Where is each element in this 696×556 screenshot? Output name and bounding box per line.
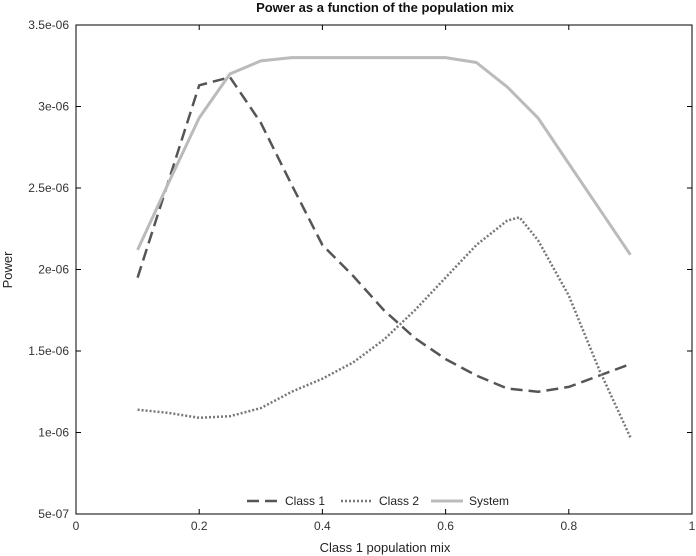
- y-tick-label: 1.5e-06: [28, 344, 69, 358]
- series-lines: [136, 56, 632, 438]
- chart-title: Power as a function of the population mi…: [256, 0, 515, 15]
- y-tick-label: 2.5e-06: [28, 181, 69, 195]
- x-axis-ticks: 0 0.2 0.4 0.6 0.8 1: [73, 25, 696, 533]
- legend: Class 1 Class 2 System: [247, 494, 509, 508]
- x-tick-label: 0.4: [314, 519, 331, 533]
- x-tick-label: 0.2: [191, 519, 208, 533]
- y-tick-label: 3.5e-06: [28, 18, 69, 32]
- legend-label-class-2: Class 2: [379, 494, 419, 508]
- plot-frame: [75, 24, 693, 515]
- y-tick-label: 5e-07: [38, 507, 69, 521]
- legend-label-class-1: Class 1: [285, 494, 325, 508]
- x-axis-title: Class 1 population mix: [320, 540, 451, 555]
- y-tick-label: 3e-06: [38, 100, 69, 114]
- y-tick-label: 2e-06: [38, 263, 69, 277]
- y-tick-label: 1e-06: [38, 426, 69, 440]
- series-line-class-1: [136, 75, 631, 394]
- legend-label-system: System: [469, 494, 509, 508]
- x-tick-label: 1: [689, 519, 696, 533]
- x-tick-label: 0.8: [560, 519, 577, 533]
- y-axis-ticks: 5e-07 1e-06 1.5e-06 2e-06 2.5e-06 3e-06 3.5e-0…: [28, 18, 692, 521]
- series-line-class-2: [137, 216, 632, 438]
- x-tick-label: 0: [73, 519, 80, 533]
- series-line-system: [136, 56, 632, 256]
- y-axis-title: Power: [0, 251, 15, 289]
- x-tick-label: 0.6: [437, 519, 454, 533]
